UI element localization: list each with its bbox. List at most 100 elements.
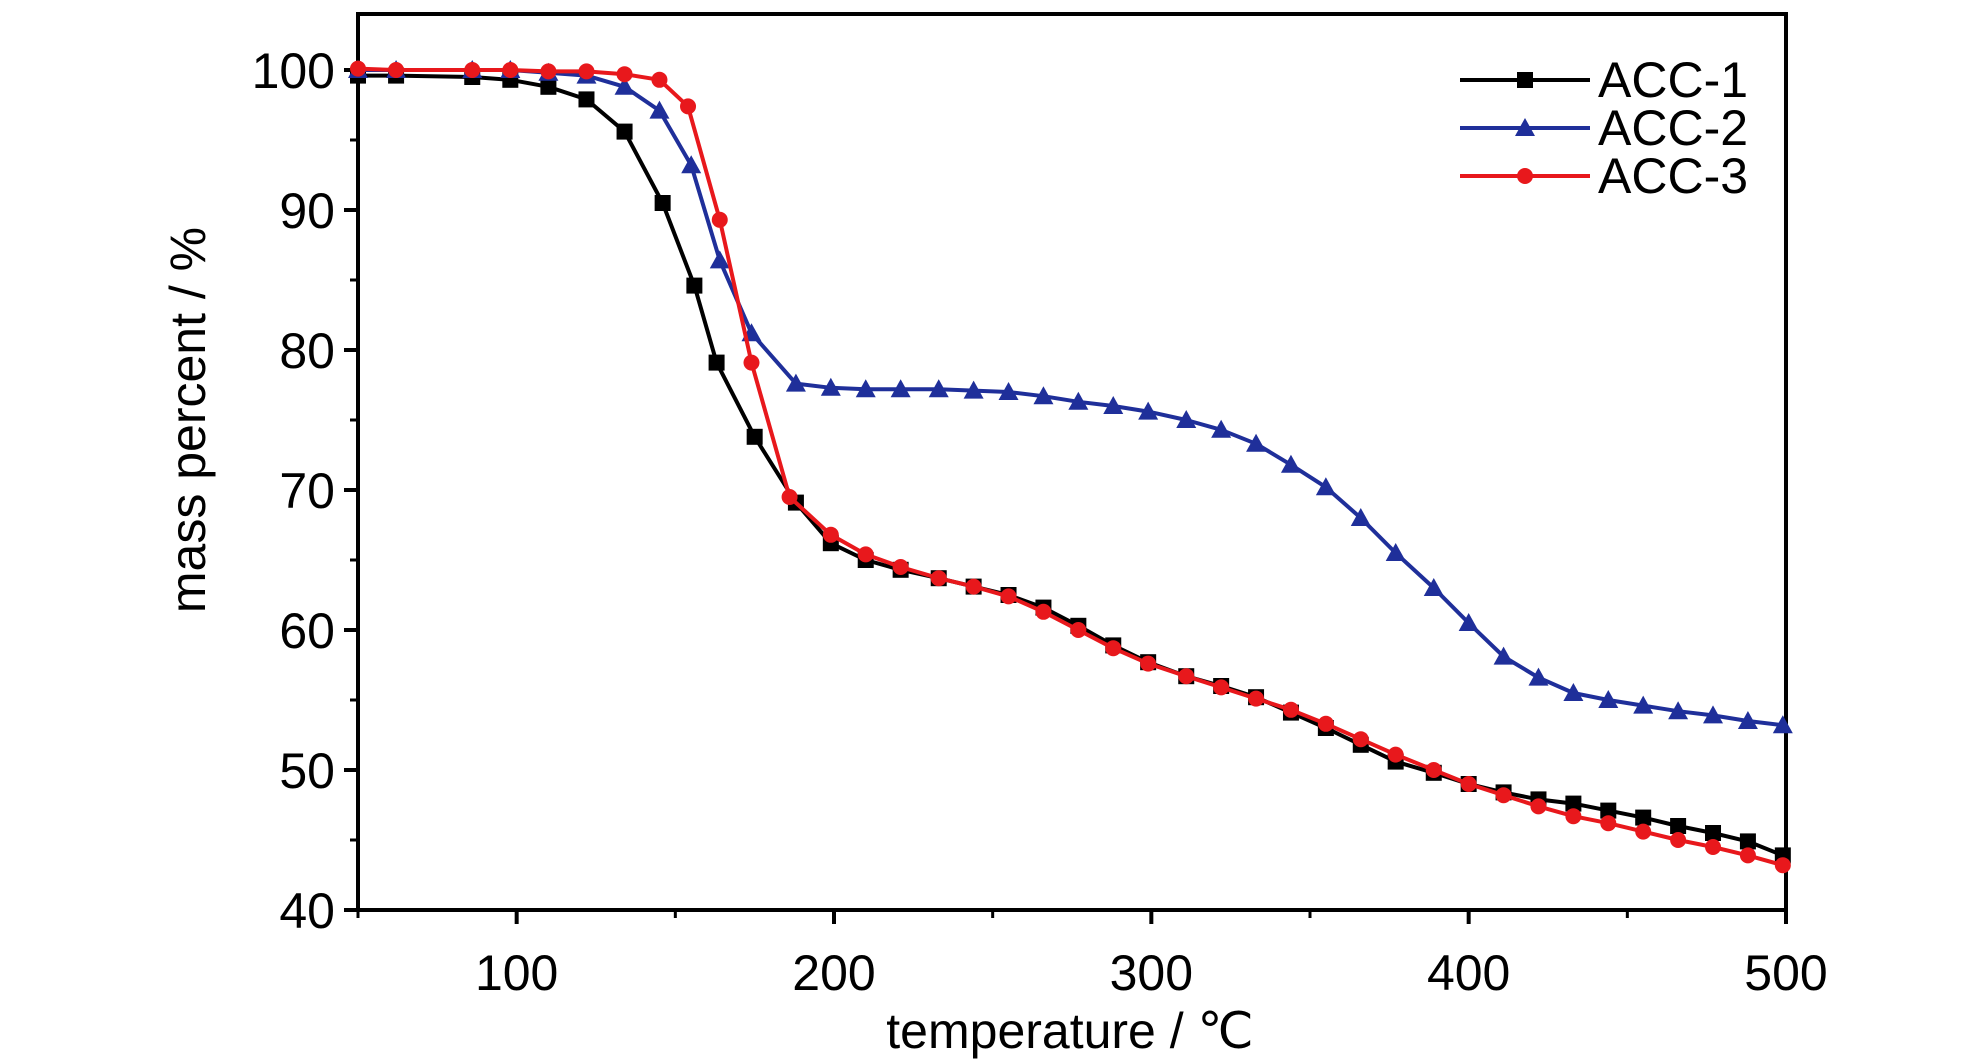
data-point — [680, 98, 697, 115]
data-point — [1033, 386, 1054, 405]
data-point — [1530, 798, 1547, 815]
y-axis-title: mass percent / % — [160, 227, 216, 613]
x-axis-title: temperature / ℃ — [886, 1003, 1253, 1059]
data-point — [822, 526, 839, 543]
data-point — [930, 570, 947, 587]
data-point — [743, 354, 760, 371]
series-line — [357, 66, 1784, 868]
data-point — [540, 63, 557, 80]
data-point — [614, 76, 635, 95]
x-tick-label: 100 — [475, 945, 558, 1001]
legend-marker — [1517, 168, 1533, 184]
data-point — [1458, 613, 1479, 631]
data-point — [1138, 401, 1159, 420]
y-tick-label: 70 — [279, 463, 335, 519]
data-point — [1772, 715, 1793, 734]
data-point — [1670, 818, 1687, 834]
data-point — [1282, 701, 1299, 718]
data-point — [1352, 731, 1369, 748]
data-point — [1668, 701, 1689, 720]
data-point — [1280, 454, 1301, 473]
data-point — [1703, 705, 1724, 724]
x-axis-ticks: 100 200 300 400 500 — [356, 910, 1828, 1001]
data-point — [746, 428, 763, 445]
data-point — [820, 377, 841, 396]
legend-label: ACC-1 — [1598, 52, 1748, 108]
y-tick-label: 50 — [279, 743, 335, 799]
data-point — [1423, 578, 1444, 596]
data-point — [890, 379, 911, 398]
x-tick-label: 400 — [1427, 945, 1510, 1001]
data-point — [1000, 588, 1017, 605]
data-point — [1385, 543, 1406, 561]
data-point — [711, 211, 728, 228]
data-point — [1070, 622, 1087, 638]
data-point — [1387, 746, 1404, 763]
data-point — [1105, 640, 1122, 657]
data-point — [1317, 715, 1334, 732]
data-point — [892, 559, 909, 575]
y-tick-label: 60 — [279, 603, 335, 659]
data-point — [540, 78, 557, 95]
data-point — [1211, 419, 1232, 438]
series-ACC-1 — [350, 67, 1791, 864]
data-point — [1670, 832, 1687, 848]
data-point — [1035, 603, 1052, 620]
data-point — [1213, 679, 1230, 696]
data-point — [708, 354, 725, 371]
legend-item: ACC-3 — [1460, 148, 1748, 204]
series-layer — [348, 60, 1793, 874]
series-line — [358, 68, 1784, 728]
data-point — [1246, 433, 1267, 452]
data-point — [1565, 795, 1582, 812]
y-tick-label: 90 — [279, 183, 335, 239]
series-line — [358, 73, 1784, 858]
data-point — [578, 91, 595, 108]
x-tick-label: 200 — [792, 945, 875, 1001]
y-axis-ticks: 40 50 60 70 80 90 100 — [252, 43, 358, 939]
data-point — [578, 63, 595, 80]
data-point — [388, 62, 405, 78]
data-point — [681, 155, 702, 174]
data-point — [1103, 396, 1124, 414]
data-point — [686, 277, 703, 294]
data-point — [654, 195, 671, 211]
data-point — [1600, 802, 1617, 819]
data-point — [1495, 787, 1512, 804]
data-point — [1633, 695, 1654, 714]
legend-label: ACC-2 — [1598, 100, 1748, 156]
x-tick-label: 300 — [1110, 945, 1193, 1001]
data-point — [1248, 690, 1265, 707]
data-point — [1635, 809, 1652, 826]
data-point — [1350, 508, 1371, 526]
data-point — [1774, 857, 1791, 874]
series-ACC-3 — [350, 60, 1791, 874]
data-point — [965, 578, 982, 595]
y-tick-label: 100 — [252, 43, 335, 99]
data-point — [963, 380, 984, 399]
data-point — [1315, 477, 1336, 496]
y-tick-label: 40 — [279, 883, 335, 939]
legend-marker — [1517, 72, 1533, 88]
y-tick-label: 80 — [279, 323, 335, 379]
legend-label: ACC-3 — [1598, 148, 1748, 204]
data-point — [1600, 815, 1617, 832]
legend-item: ACC-2 — [1460, 100, 1748, 156]
data-point — [651, 71, 668, 88]
data-point — [1565, 808, 1582, 825]
data-point — [1635, 823, 1652, 840]
data-point — [1705, 839, 1722, 855]
legend-item: ACC-1 — [1460, 52, 1748, 108]
data-point — [1563, 683, 1584, 701]
data-point — [616, 66, 633, 83]
data-point — [785, 373, 806, 392]
data-point — [1737, 711, 1758, 729]
data-point — [1598, 690, 1619, 708]
x-tick-label: 500 — [1744, 945, 1827, 1001]
data-point — [928, 379, 949, 398]
data-point — [1739, 833, 1756, 850]
data-point — [781, 489, 798, 505]
data-point — [1460, 776, 1477, 792]
